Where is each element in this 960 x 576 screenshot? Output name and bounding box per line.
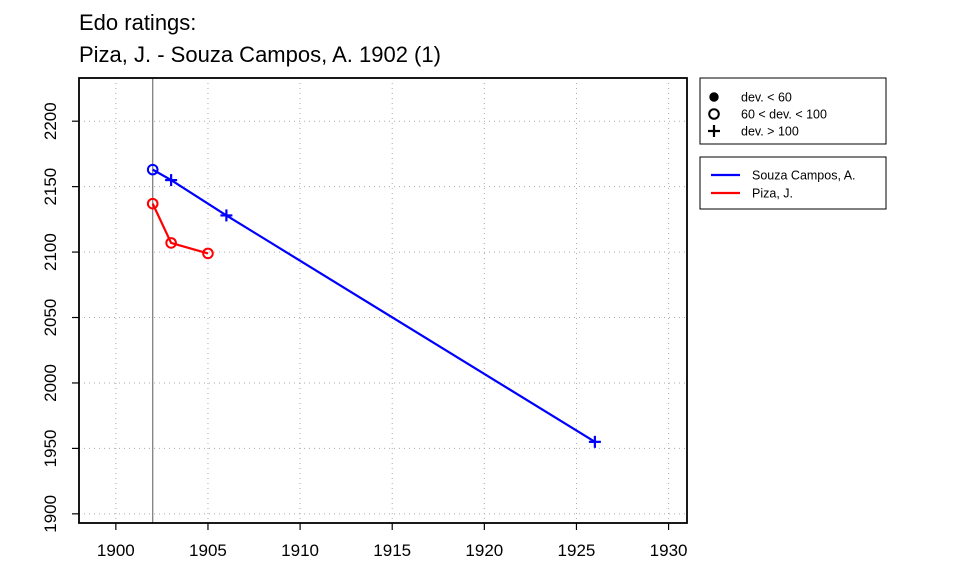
y-tick-label: 2000 [41,364,60,402]
data-point [202,247,214,260]
open-circle-icon [708,108,720,120]
legend-markers: dev. < 60 60 < dev. < 100 dev. > 100 [699,77,887,145]
series-layer [146,163,601,448]
filled-circle-icon [709,92,719,102]
legend-series-label: Piza, J. [752,187,793,201]
legend-marker-item: dev. < 60 [709,91,792,105]
legend-marker-label: dev. < 60 [741,91,792,105]
series-0 [146,163,601,448]
series-1 [146,197,214,260]
plot-frame [78,77,688,524]
legend-markers-box [699,77,887,145]
chart-subtitle: Piza, J. - Souza Campos, A. 1902 (1) [79,42,441,67]
chart-title: Edo ratings: [79,10,196,35]
x-tick-label: 1910 [281,541,319,560]
x-tick-label: 1905 [189,541,227,560]
legend-series-box [699,156,887,210]
x-axis: 1900 1905 1910 1915 1920 1925 1930 [97,522,688,560]
legend-marker-label: 60 < dev. < 100 [741,108,827,122]
x-tick-label: 1930 [650,541,688,560]
data-point [220,209,233,222]
x-tick-label: 1920 [465,541,503,560]
legend-marker-item: 60 < dev. < 100 [708,108,827,122]
y-tick-label: 2200 [41,102,60,140]
y-tick-label: 1900 [41,495,60,533]
x-tick-label: 1915 [373,541,411,560]
x-tick-label: 1925 [558,541,596,560]
data-point [165,237,177,249]
legend-series-label: Souza Campos, A. [752,169,856,183]
data-point [146,163,159,176]
y-tick-label: 2050 [41,299,60,337]
data-point [146,197,159,210]
y-tick-label: 2150 [41,168,60,206]
y-tick-label: 1950 [41,429,60,467]
legend-series-item: Souza Campos, A. [711,169,856,183]
legend-marker-item: dev. > 100 [708,125,799,139]
grid-lines [79,78,687,523]
y-axis: 1900 1950 2000 2050 2100 2150 2200 [41,102,79,533]
series-line [152,168,596,443]
data-point [165,174,178,187]
series-line [151,203,209,255]
x-tick-label: 1900 [97,541,135,560]
plus-icon [708,125,720,137]
data-point [588,435,601,448]
legend-marker-label: dev. > 100 [741,125,799,139]
y-tick-label: 2100 [41,233,60,271]
legend-series: Souza Campos, A. Piza, J. [699,156,887,210]
legend-series-item: Piza, J. [711,187,793,201]
